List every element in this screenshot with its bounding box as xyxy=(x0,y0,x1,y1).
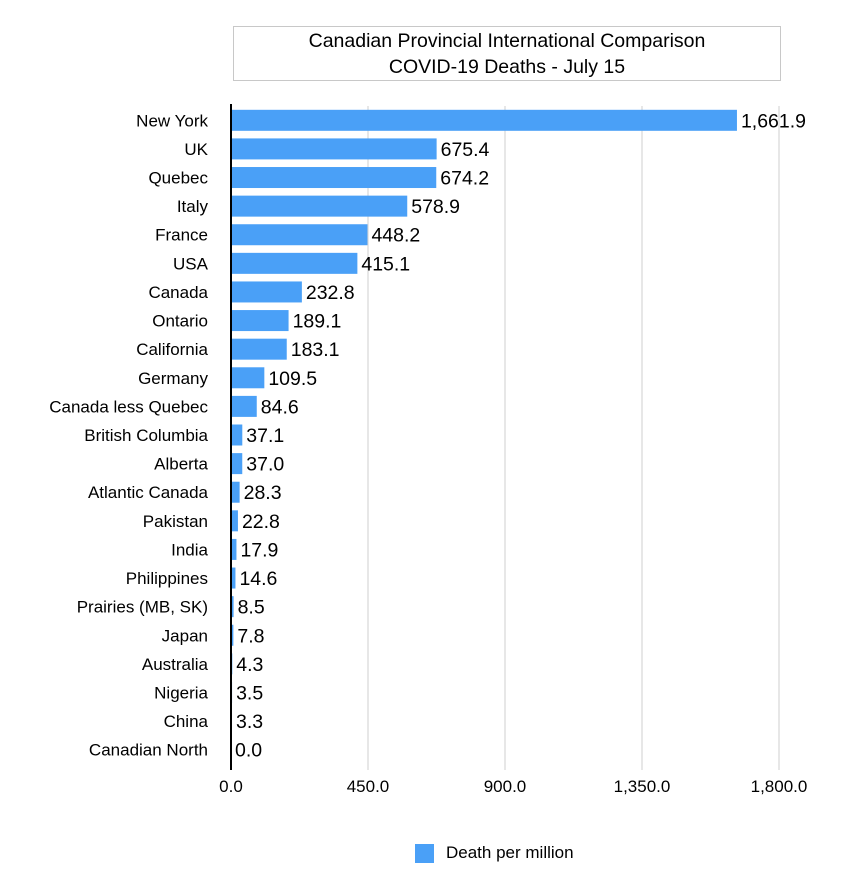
category-label: China xyxy=(164,712,209,731)
value-label: 14.6 xyxy=(239,568,277,590)
chart-title-line-1: Canadian Provincial International Compar… xyxy=(308,30,706,52)
chart-title: Canadian Provincial International Compar… xyxy=(233,26,781,81)
category-label: Canada xyxy=(148,283,208,302)
category-label: Alberta xyxy=(154,455,208,474)
category-label: Japan xyxy=(162,626,208,645)
category-labels: New York UK Quebec Italy France USA Canada Onta… xyxy=(49,111,208,759)
category-label: France xyxy=(155,226,208,245)
bar xyxy=(231,167,437,189)
bar xyxy=(231,109,737,131)
category-label: New York xyxy=(136,111,208,130)
category-label: Canadian North xyxy=(89,741,208,760)
value-label: 578.9 xyxy=(411,196,460,218)
bar xyxy=(231,224,368,246)
category-label: Australia xyxy=(142,655,209,674)
bar xyxy=(231,281,302,303)
value-label: 3.3 xyxy=(236,711,263,733)
value-label: 109.5 xyxy=(268,368,317,390)
category-label: California xyxy=(136,340,208,359)
bar xyxy=(231,567,236,589)
value-label: 4.3 xyxy=(236,654,263,676)
category-label: Pakistan xyxy=(143,512,208,531)
category-label: British Columbia xyxy=(84,426,208,445)
value-label: 448.2 xyxy=(371,225,420,247)
bar xyxy=(231,510,238,532)
value-label: 7.8 xyxy=(237,625,264,647)
category-label: UK xyxy=(184,140,208,159)
value-label: 0.0 xyxy=(235,740,262,762)
bar xyxy=(231,624,234,646)
bar xyxy=(231,195,408,217)
value-label: 674.2 xyxy=(440,168,489,190)
bar xyxy=(231,252,358,274)
x-tick-label: 1,800.0 xyxy=(751,777,808,796)
value-label: 37.0 xyxy=(246,454,284,476)
value-label: 675.4 xyxy=(441,139,490,161)
value-labels: 1,661.9 675.4 674.2 578.9 448.2 415.1 232.8 189… xyxy=(235,110,806,761)
value-label: 17.9 xyxy=(240,539,278,561)
bar xyxy=(231,424,243,446)
value-label: 232.8 xyxy=(306,282,355,304)
category-label: Quebec xyxy=(148,169,208,188)
legend-swatch xyxy=(415,843,434,863)
x-tick-label: 450.0 xyxy=(347,777,390,796)
chart-title-line-2: COVID-19 Deaths - July 15 xyxy=(388,56,626,78)
category-label: Italy xyxy=(177,197,209,216)
x-tick-label: 1,350.0 xyxy=(614,777,671,796)
bar xyxy=(231,453,243,475)
bars xyxy=(231,109,737,732)
legend-label: Death per million xyxy=(446,843,574,862)
value-label: 1,661.9 xyxy=(741,110,806,132)
bar xyxy=(231,367,265,389)
bar xyxy=(231,338,287,360)
bar xyxy=(231,138,437,160)
gridlines xyxy=(367,106,780,770)
category-label: Prairies (MB, SK) xyxy=(77,598,208,617)
category-label: Philippines xyxy=(126,569,208,588)
value-label: 84.6 xyxy=(261,396,299,418)
category-label: Germany xyxy=(138,369,208,388)
value-label: 22.8 xyxy=(242,511,280,533)
value-label: 415.1 xyxy=(361,253,410,275)
category-label: Ontario xyxy=(152,312,208,331)
value-label: 183.1 xyxy=(291,339,340,361)
x-tick-labels: 0.0 450.0 900.0 1,350.0 1,800.0 xyxy=(219,777,807,796)
value-label: 37.1 xyxy=(246,425,284,447)
value-label: 189.1 xyxy=(293,311,342,333)
x-tick-label: 900.0 xyxy=(484,777,527,796)
category-label: Nigeria xyxy=(154,683,208,702)
category-label: USA xyxy=(173,254,209,273)
value-label: 8.5 xyxy=(238,597,265,619)
legend: Death per million xyxy=(415,843,574,863)
bar xyxy=(231,310,289,332)
x-tick-label: 0.0 xyxy=(219,777,243,796)
bar xyxy=(231,395,257,417)
bar xyxy=(231,481,240,503)
value-label: 3.5 xyxy=(236,682,263,704)
bar xyxy=(231,596,234,618)
category-label: Canada less Quebec xyxy=(49,397,208,416)
category-label: Atlantic Canada xyxy=(88,483,209,502)
bar xyxy=(231,538,237,560)
category-label: India xyxy=(171,540,208,559)
value-label: 28.3 xyxy=(244,482,282,504)
